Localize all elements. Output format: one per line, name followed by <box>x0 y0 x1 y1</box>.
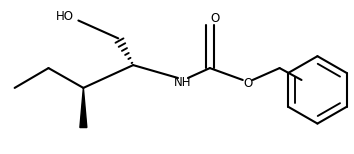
Text: NH: NH <box>174 76 192 89</box>
Polygon shape <box>80 88 87 128</box>
Text: HO: HO <box>56 10 73 23</box>
Text: O: O <box>243 77 252 90</box>
Text: O: O <box>210 12 219 25</box>
